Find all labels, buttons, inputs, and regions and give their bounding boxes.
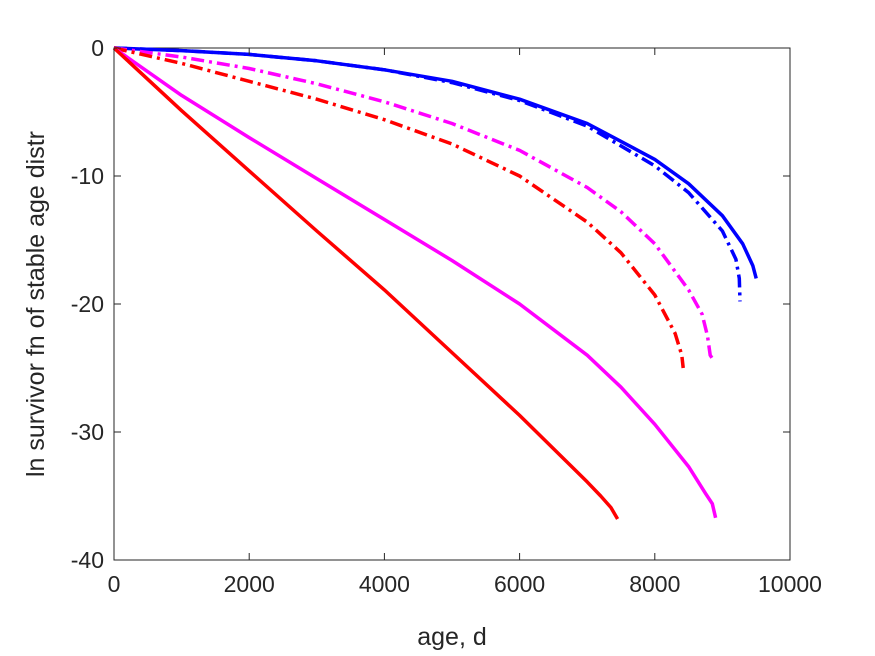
x-tick-label: 8000 xyxy=(629,571,680,597)
y-tick-label: -10 xyxy=(71,163,104,189)
series-line-5 xyxy=(112,46,718,519)
x-axis-title: age, d xyxy=(417,623,487,651)
series-line-2 xyxy=(113,46,742,302)
x-tick-label: 0 xyxy=(108,571,121,597)
y-tick-label: -30 xyxy=(71,419,104,445)
y-tick-label: 0 xyxy=(91,35,104,61)
x-tick-label: 4000 xyxy=(359,571,410,597)
series-line-6 xyxy=(112,46,620,520)
y-axis-ticks: 0 -10 -20 -30 -40 xyxy=(71,35,790,573)
series-group xyxy=(112,46,758,520)
x-tick-label: 10000 xyxy=(758,571,822,597)
x-tick-label: 2000 xyxy=(224,571,275,597)
y-tick-label: -20 xyxy=(71,291,104,317)
x-tick-label: 6000 xyxy=(494,571,545,597)
series-line-1 xyxy=(113,46,758,279)
y-tick-label: -40 xyxy=(71,547,104,573)
series-line-4 xyxy=(113,46,685,369)
series-line-3 xyxy=(113,46,716,363)
x-axis-ticks: 0 2000 4000 6000 8000 10000 xyxy=(108,48,822,597)
y-axis-title: ln survivor fn of stable age distr xyxy=(22,131,50,477)
